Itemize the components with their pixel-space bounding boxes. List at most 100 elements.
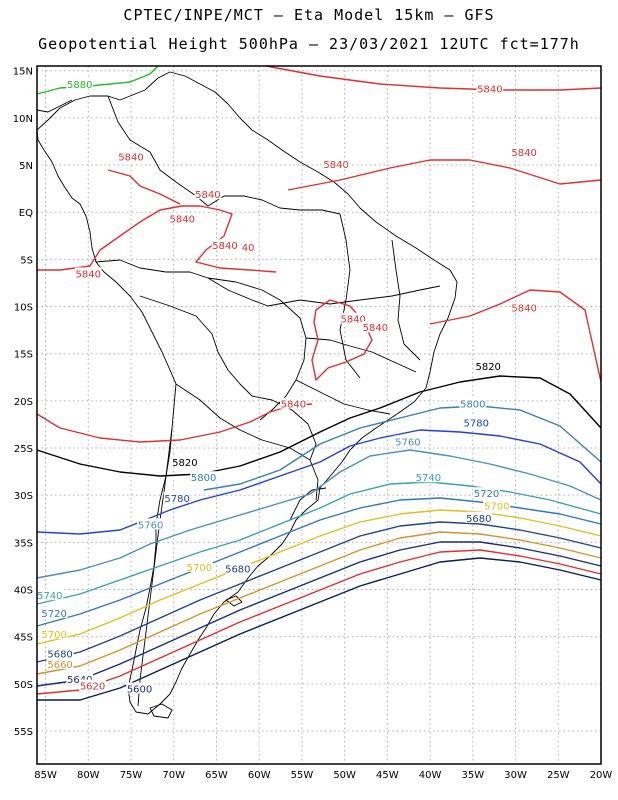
contour-label-bg — [163, 491, 191, 503]
lon-tick-label: 50W — [333, 770, 356, 781]
contour-label: 5660 — [47, 660, 72, 671]
contour-5840-brazil — [311, 299, 373, 381]
contour-label-bg — [36, 589, 64, 601]
contour-label-bg — [462, 416, 490, 428]
contour-label: 5600 — [127, 684, 152, 695]
lat-tick-label: 45S — [14, 633, 33, 644]
contour-label-bg — [339, 312, 367, 324]
contour-5840-east — [287, 159, 602, 191]
lon-tick-label: 25W — [547, 770, 570, 781]
border-brazil-states-3 — [391, 239, 421, 361]
border-peru-bolivia — [139, 295, 253, 397]
contour-label: 5820 — [475, 362, 500, 373]
contour-label-bg — [394, 435, 422, 447]
border-venezuela-guyana — [207, 195, 341, 215]
lon-tick-label: 40W — [419, 770, 442, 781]
contour-label-bg — [74, 267, 102, 279]
lon-tick-label: 80W — [77, 770, 100, 781]
border-brazil-states-1 — [267, 285, 441, 307]
contour-label-bg — [171, 456, 199, 468]
lat-tick-label: 5N — [19, 161, 33, 172]
contour-label-bg — [476, 82, 504, 94]
contour-label: 5880 — [67, 80, 92, 91]
contour-label: 5840 — [511, 148, 536, 159]
contour-label-bg — [46, 647, 74, 659]
contour-label: 5800 — [191, 473, 216, 484]
contour-label-bg — [117, 150, 145, 162]
lon-tick-label: 65W — [205, 770, 228, 781]
lon-tick-label: 60W — [248, 770, 271, 781]
contour-label: 5700 — [484, 501, 509, 512]
contour-label-bg — [46, 657, 74, 669]
lat-tick-label: 55S — [14, 727, 33, 738]
contour-5820 — [36, 375, 602, 477]
title-line-2: Geopotential Height 500hPa – 23/03/2021 … — [38, 35, 580, 53]
contour-5840-amazon — [37, 205, 277, 273]
contour-label: 5700 — [41, 630, 66, 641]
contour-label: 5620 — [80, 682, 105, 693]
border-brazil-states-5 — [295, 379, 391, 415]
contour-label-bg — [40, 627, 68, 639]
contour-label-bg — [190, 471, 218, 483]
lat-tick-label: 10N — [13, 114, 33, 125]
contour-label: 5760 — [138, 520, 163, 531]
contour-label: 5840 — [363, 323, 388, 334]
contour-label-bg — [137, 518, 165, 530]
map-frame — [36, 65, 602, 765]
contour-label-bg — [322, 158, 350, 170]
lon-tick-label: 85W — [34, 770, 57, 781]
contour-5700 — [36, 509, 602, 645]
contour-label-bg — [126, 682, 153, 694]
contour-label-bg — [211, 239, 239, 251]
lon-tick-label: 20W — [590, 770, 613, 781]
central-america-coast — [36, 99, 73, 113]
contour-5680 — [36, 521, 602, 663]
contour-label: 5700 — [187, 563, 212, 574]
contour-label: 5840 — [340, 315, 365, 326]
contour-label-bg — [66, 673, 94, 685]
border-brazil-states-4 — [305, 337, 417, 373]
lat-tick-label: 15S — [14, 350, 33, 361]
contour-5840-north — [265, 65, 602, 91]
contour-5660 — [36, 531, 602, 675]
contour-5600 — [37, 557, 602, 701]
contour-label: 5840 — [212, 241, 237, 252]
lon-tick-label: 35W — [462, 770, 485, 781]
contour-label: 5840 — [281, 400, 306, 411]
contour-label: 5680 — [47, 650, 72, 661]
tierra-del-fuego — [149, 703, 173, 719]
lat-tick-label: 25S — [14, 444, 33, 455]
contour-5780 — [36, 429, 602, 535]
contour-label-bg — [240, 241, 256, 253]
contour-label-bg — [224, 562, 252, 574]
border-argentina-chile — [137, 427, 173, 707]
contour-label: 40 — [242, 243, 255, 254]
lat-tick-label: 20S — [14, 397, 33, 408]
lon-tick-label: 30W — [504, 770, 527, 781]
contour-label: 5740 — [37, 591, 62, 602]
contour-label: 5840 — [195, 190, 220, 201]
land-outlines — [36, 71, 458, 719]
contour-label: 5780 — [464, 418, 489, 429]
lon-tick-label: 45W — [376, 770, 399, 781]
lat-tick-label: 30S — [14, 491, 33, 502]
contour-5760 — [36, 449, 602, 579]
contour-5840-sw — [36, 403, 313, 443]
contour-5840-atlantic — [429, 289, 602, 383]
contour-label: 5680 — [466, 514, 491, 525]
contour-label-bg — [362, 321, 389, 333]
contour-5840-venezuela — [107, 169, 181, 205]
border-argentina-north — [175, 383, 319, 501]
contour-label: 5840 — [511, 303, 536, 314]
contour-label-bg — [185, 560, 213, 572]
contour-label-bg — [279, 397, 307, 409]
border-uruguay — [289, 487, 327, 521]
axis-tick-labels: 85W 80W 75W 70W 65W 60W 55W 50W 45W 40W 35W 30W 25W 2… — [13, 67, 613, 781]
contour-label-bg — [465, 511, 493, 523]
contour-label-bg — [168, 212, 196, 224]
contour-label: 5780 — [164, 494, 189, 505]
contour-label: 5840 — [477, 85, 502, 96]
border-brazil-states-2 — [339, 213, 361, 379]
